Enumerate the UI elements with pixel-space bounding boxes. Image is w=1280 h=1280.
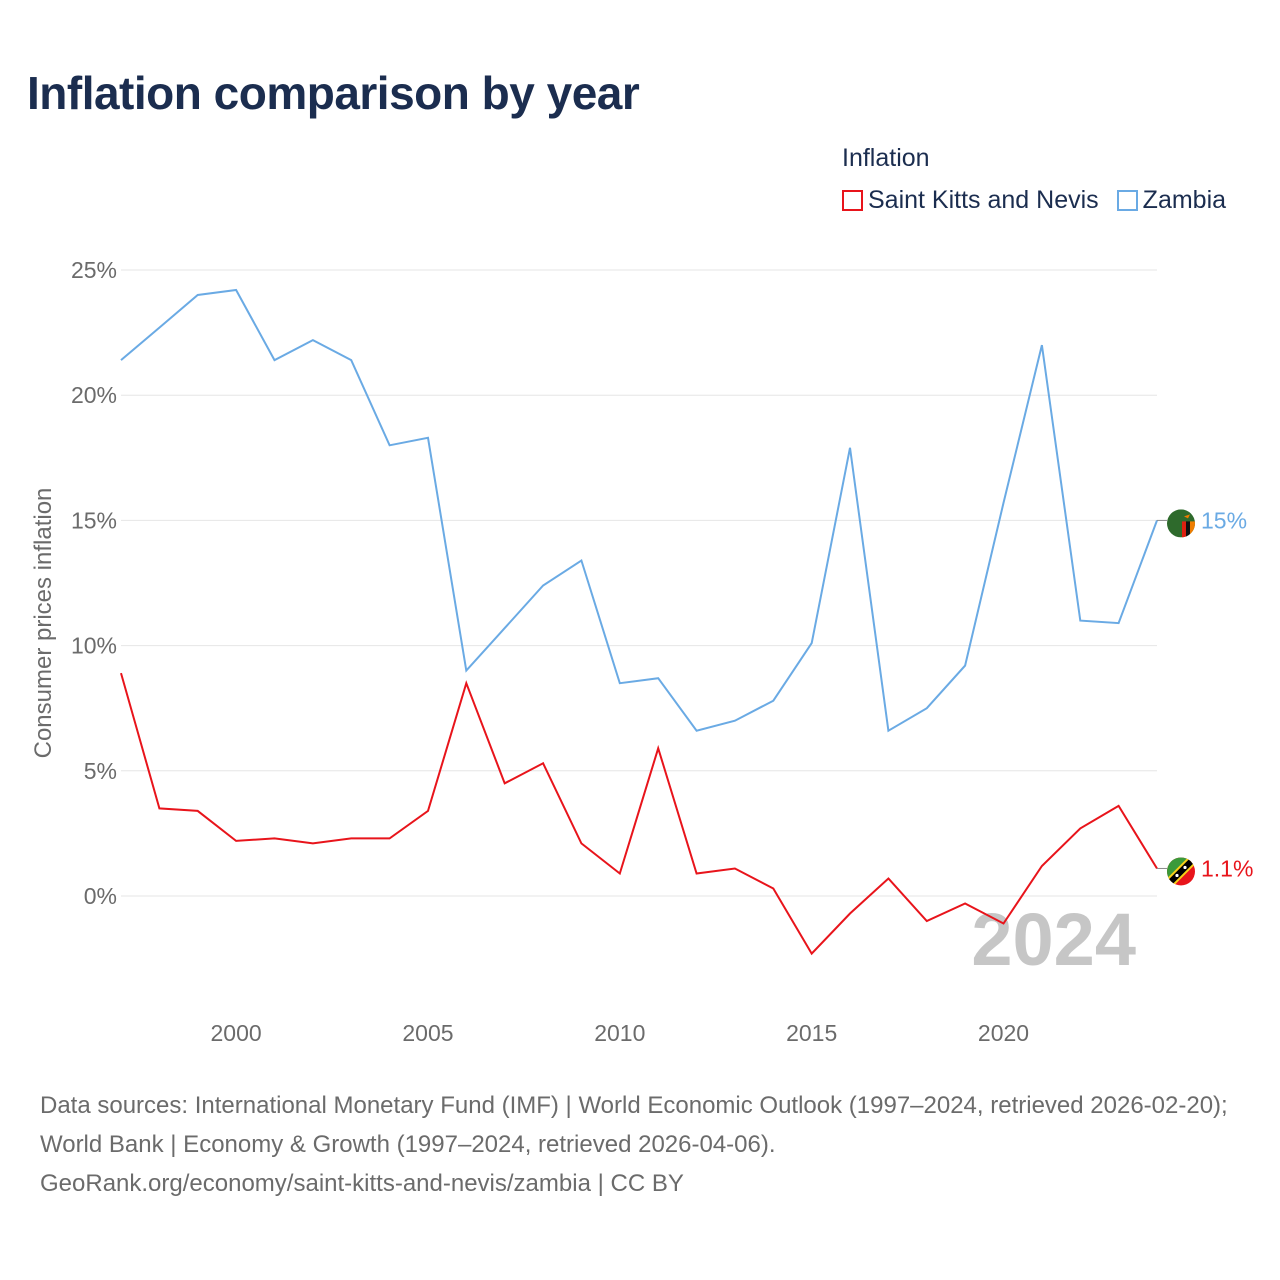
y-tick-labels: 0% 5% 10% 15% 20% 25% — [71, 257, 117, 909]
end-markers: 1.1% 15% — [1157, 507, 1253, 886]
series-line-zambia — [120, 288, 1158, 733]
x-tick-label: 2010 — [594, 1020, 645, 1046]
y-tick-label: 20% — [71, 382, 117, 408]
y-tick-label: 10% — [71, 633, 117, 659]
footer-link[interactable]: GeoRank.org/economy/saint-kitts-and-nevi… — [40, 1170, 684, 1197]
y-tick-label: 5% — [84, 758, 117, 784]
legend-swatch-zambia — [1116, 190, 1138, 211]
x-tick-label: 2000 — [211, 1020, 262, 1046]
series-line-saint-kitts-and-nevis — [120, 672, 1158, 956]
footer: Data sources: International Monetary Fun… — [40, 1086, 1255, 1203]
legend-swatch-saint-kitts-and-nevis — [842, 190, 863, 211]
y-tick-label: 25% — [71, 257, 117, 283]
y-tick-label: 0% — [84, 883, 117, 909]
x-tick-label: 2015 — [786, 1020, 837, 1046]
x-tick-label: 2005 — [402, 1020, 453, 1046]
legend-item-saint-kitts-and-nevis[interactable]: Saint Kitts and Nevis — [842, 186, 1099, 215]
footer-sources: Data sources: International Monetary Fun… — [40, 1092, 1228, 1158]
legend-label-saint-kitts-and-nevis: Saint Kitts and Nevis — [868, 186, 1099, 214]
gridlines — [121, 269, 1157, 897]
y-tick-label: 15% — [71, 507, 117, 533]
line-chart: 0% 5% 10% 15% 20% 25% 2000 2005 2010 2015 2020 Co… — [30, 257, 1253, 1046]
zambia-flag-icon — [1167, 509, 1195, 538]
saint-kitts-and-nevis-flag-icon — [1167, 857, 1195, 886]
legend-title: Inflation — [842, 144, 930, 172]
chart-title: Inflation comparison by year — [27, 67, 640, 119]
y-axis-title: Consumer prices inflation — [30, 488, 57, 759]
end-label-zambia: 15% — [1201, 507, 1247, 533]
year-watermark: 2024 — [971, 898, 1136, 981]
legend-label-zambia: Zambia — [1142, 186, 1227, 214]
legend: Saint Kitts and Nevis Zambia — [842, 186, 1226, 215]
legend-item-zambia[interactable]: Zambia — [1116, 186, 1227, 215]
series-lines — [120, 288, 1158, 956]
x-tick-label: 2020 — [978, 1020, 1029, 1046]
x-tick-labels: 2000 2005 2010 2015 2020 — [211, 1020, 1030, 1046]
end-label-saint-kitts-and-nevis: 1.1% — [1201, 855, 1253, 881]
